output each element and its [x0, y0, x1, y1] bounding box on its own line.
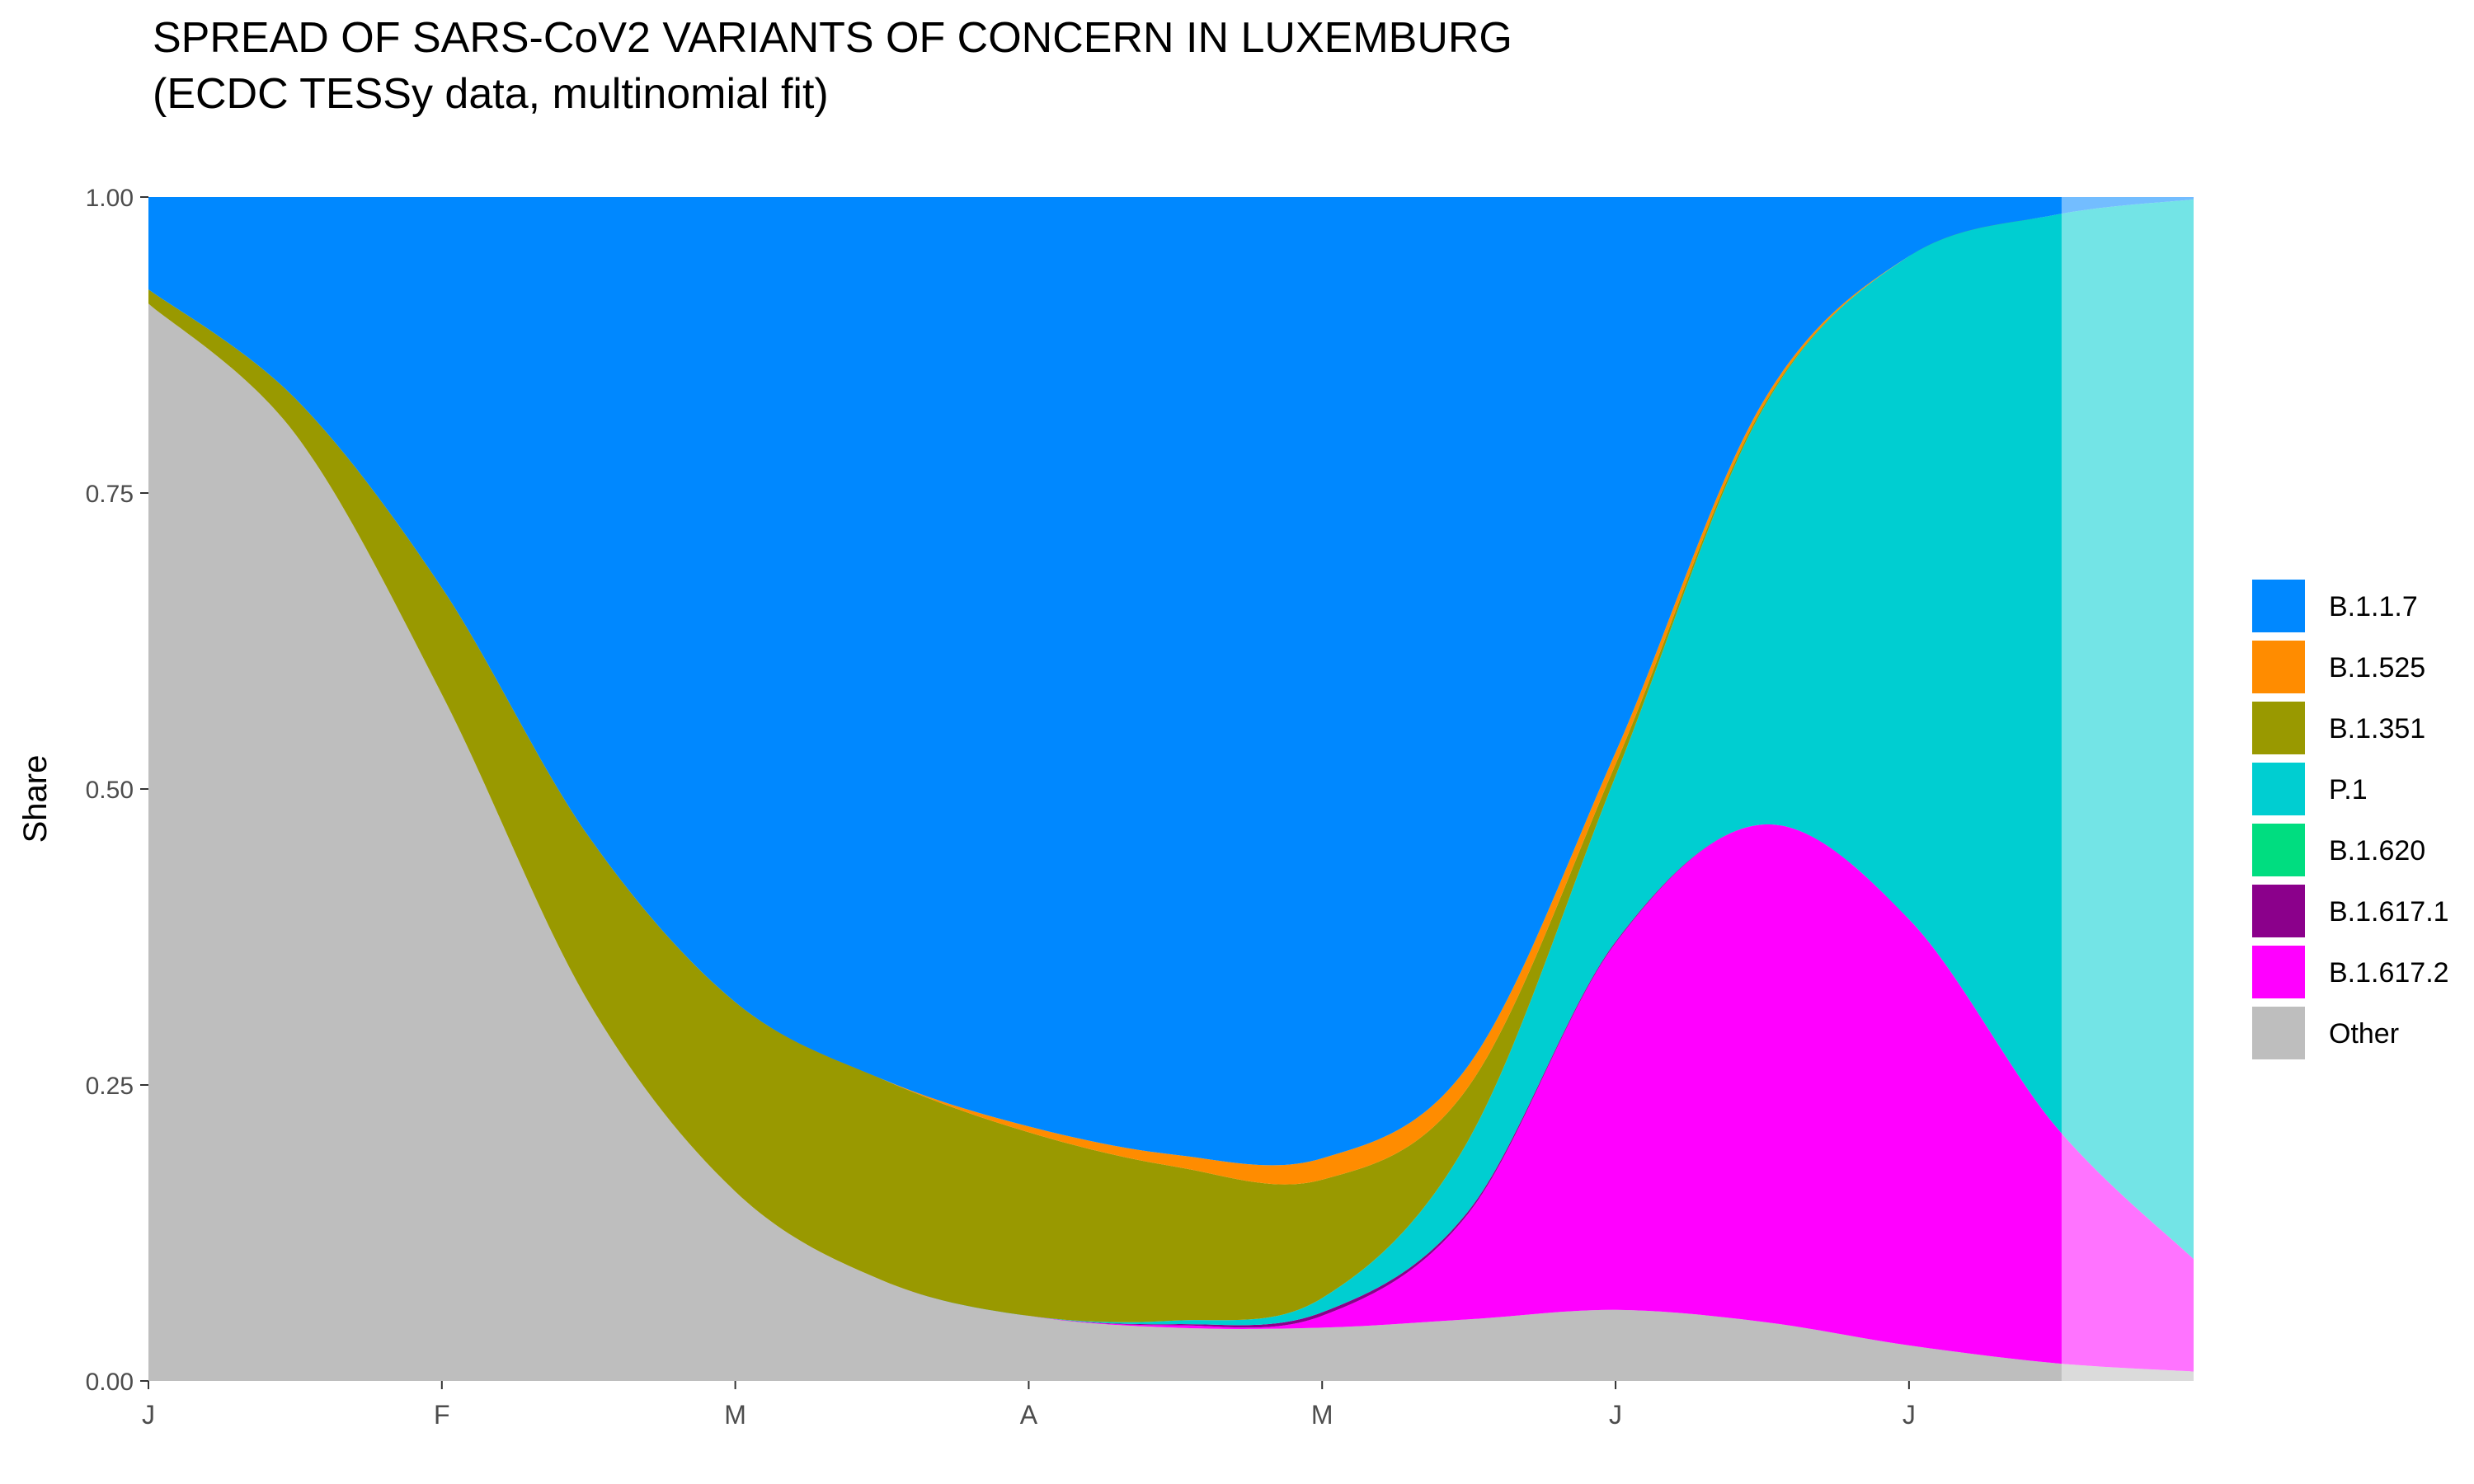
chart-subtitle: (ECDC TESSy data, multinomial fit) [153, 70, 829, 118]
y-tick-label: 0.50 [86, 777, 134, 804]
legend-label-b-1-617-1: B.1.617.1 [2329, 896, 2449, 928]
x-tick-label: F [434, 1400, 450, 1430]
legend-label-other: Other [2329, 1018, 2399, 1050]
legend-swatch-b-1-617-1 [2251, 883, 2307, 939]
chart-title: SPREAD OF SARS-CoV2 VARIANTS OF CONCERN … [153, 14, 1512, 62]
area-b-1-617-2 [148, 303, 2194, 1372]
legend-label-b-1-620: B.1.620 [2329, 835, 2425, 866]
y-axis-label: Share [17, 755, 54, 843]
legend-label-p-1: P.1 [2329, 774, 2368, 805]
legend-label-b-1-351: B.1.351 [2329, 713, 2425, 744]
legend-swatch-b-1-620 [2251, 822, 2307, 878]
area-layers [148, 197, 2194, 1381]
legend: B.1.1.7 B.1.525 B.1.351 P.1 B.1.620 B.1.617.1… [2251, 578, 2449, 1061]
x-tick-label: M [1311, 1400, 1333, 1430]
legend-label-b-1-1-7: B.1.1.7 [2329, 591, 2418, 622]
area-p-1 [148, 199, 2194, 1326]
x-tick-label: M [724, 1400, 746, 1430]
area-other [148, 303, 2194, 1381]
legend-swatch-b-1-351 [2251, 700, 2307, 756]
y-tick-label: 0.00 [86, 1369, 134, 1396]
x-tick-label: J [142, 1400, 155, 1430]
legend-swatch-p-1 [2251, 761, 2307, 817]
legend-label-b-1-525: B.1.525 [2329, 652, 2425, 683]
forecast-overlay [2061, 197, 2194, 1381]
legend-swatch-b-1-1-7 [2251, 578, 2307, 634]
area-b-1-1-7 [148, 197, 2194, 1166]
x-tick-label: J [1609, 1400, 1622, 1430]
legend-swatch-b-1-525 [2251, 639, 2307, 695]
area-b-1-351 [148, 199, 2194, 1322]
legend-swatch-other [2251, 1005, 2307, 1061]
legend-swatch-b-1-617-2 [2251, 944, 2307, 1000]
legend-label-b-1-617-2: B.1.617.2 [2329, 957, 2449, 989]
x-tick-label: A [1020, 1400, 1038, 1430]
y-tick-label: 0.25 [86, 1073, 134, 1100]
y-tick-label: 1.00 [86, 185, 134, 212]
x-tick-label: J [1903, 1400, 1916, 1430]
y-tick-label: 0.75 [86, 481, 134, 508]
y-axis: 0.00 0.25 0.50 0.75 1.00 [86, 185, 148, 1396]
